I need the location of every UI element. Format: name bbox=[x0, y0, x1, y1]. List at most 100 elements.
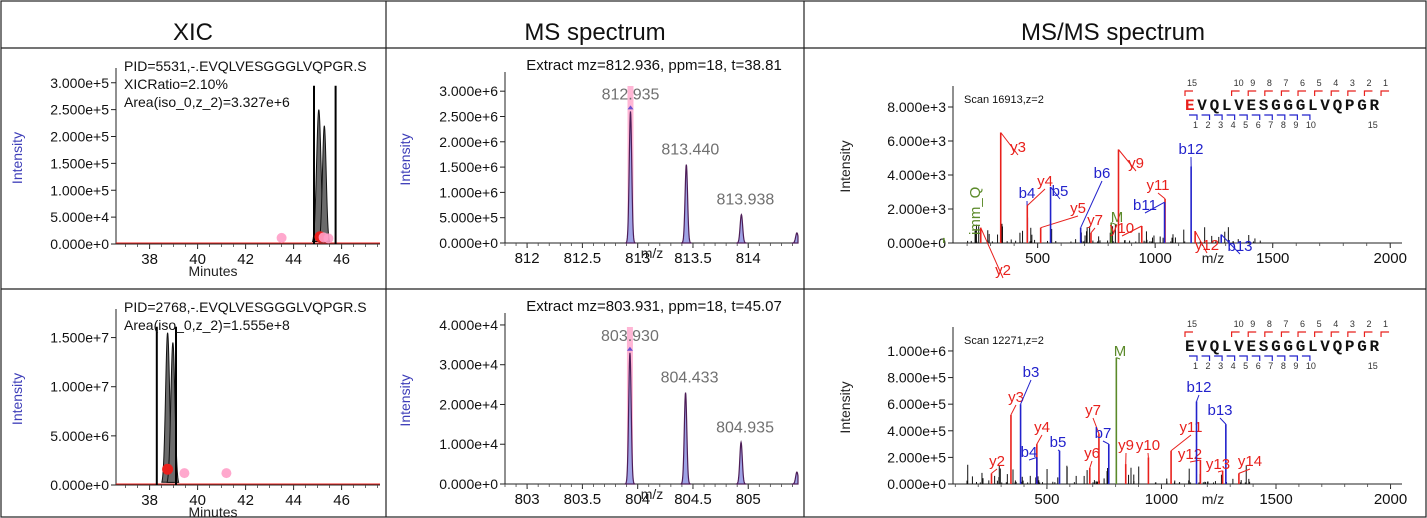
ladder-mark-bottom bbox=[1214, 355, 1223, 361]
xic-info-text: XICRatio=2.10% bbox=[124, 76, 228, 92]
peak-label: 804.433 bbox=[661, 370, 719, 387]
y-tick-label: 4.000e+5 bbox=[887, 423, 946, 439]
xic-info-text: PID=5531,-.EVQLVESGGGLVQPGR.S bbox=[124, 58, 367, 74]
ladder-number-bottom: 9 bbox=[1293, 361, 1298, 371]
ladder-number-bottom: 10 bbox=[1306, 361, 1316, 371]
ms-peak bbox=[735, 440, 747, 485]
sequence-residue: E bbox=[1185, 338, 1195, 356]
x-tick-label: 1000 bbox=[1145, 491, 1178, 508]
ion-label: y13 bbox=[1206, 456, 1230, 473]
ion-leader bbox=[1089, 460, 1093, 469]
x-axis-label: m/z bbox=[641, 486, 664, 502]
sequence-residue: G bbox=[1296, 97, 1306, 115]
ladder-mark-top bbox=[1231, 331, 1240, 337]
x-tick-label: 812.5 bbox=[564, 250, 602, 267]
ladder-number-top: 8 bbox=[1267, 78, 1272, 88]
sequence-residue: Q bbox=[1333, 97, 1343, 115]
x-tick-label: 2000 bbox=[1374, 491, 1407, 508]
y-tick-label: 0.000e+0 bbox=[50, 477, 109, 493]
ladder-number-bottom: 5 bbox=[1243, 361, 1248, 371]
ladder-mark-bottom bbox=[1201, 114, 1211, 120]
ladder-mark-top bbox=[1280, 331, 1290, 337]
sequence-residue: G bbox=[1283, 338, 1293, 356]
x-tick-label: 814 bbox=[736, 250, 761, 267]
ladder-mark-bottom bbox=[1301, 355, 1311, 361]
ms-peak bbox=[736, 213, 747, 244]
ion-label: b6 bbox=[1094, 165, 1111, 182]
sequence-residue: G bbox=[1271, 97, 1281, 115]
sequence-residue: Q bbox=[1210, 338, 1220, 356]
ion-label: y11 bbox=[1179, 419, 1202, 436]
xic-info-text: PID=2768,-.EVQLVESGGGLVQPGR.S bbox=[124, 299, 367, 315]
sequence-residue: V bbox=[1234, 97, 1244, 115]
ion-leader bbox=[1020, 379, 1032, 405]
x-tick-label: 804.5 bbox=[674, 491, 712, 508]
ion-leader bbox=[1220, 234, 1241, 255]
ladder-number-bottom: 8 bbox=[1281, 361, 1286, 371]
ladder-mark-top bbox=[1363, 331, 1373, 337]
sequence-residue: L bbox=[1308, 338, 1318, 356]
sequence-residue: V bbox=[1320, 97, 1330, 115]
ms-title: Extract mz=803.931, ppm=18, t=45.07 bbox=[526, 298, 782, 315]
y-tick-label: 1.000e+6 bbox=[439, 184, 498, 200]
ion-leader bbox=[1040, 215, 1079, 229]
ion-label: y4 bbox=[1034, 419, 1050, 436]
ion-label: b4 bbox=[1021, 444, 1038, 461]
y-tick-label: 0.000e+0 bbox=[887, 235, 946, 251]
y-tick-label: 0.000e+0 bbox=[50, 236, 109, 252]
x-tick-label: 500 bbox=[1025, 250, 1050, 267]
y-axis-label: Intensity bbox=[9, 132, 25, 184]
ladder-number-top: 4 bbox=[1333, 78, 1338, 88]
ms-panel-2: 0.000e+0 1.000e+4 2.000e+4 3.000e+4 4.000e+4… bbox=[397, 298, 799, 508]
ion-leader bbox=[1028, 456, 1038, 461]
ion-label: b7 bbox=[1095, 425, 1112, 442]
scan-label: Scan 16913,z=2 bbox=[964, 94, 1044, 106]
y-tick-label: 2.500e+6 bbox=[439, 108, 498, 124]
ladder-mark-top bbox=[1347, 331, 1356, 337]
y-tick-label: 3.000e+5 bbox=[50, 75, 109, 91]
ms-peak bbox=[625, 111, 636, 244]
x-axis-label: m/z bbox=[641, 245, 664, 261]
ladder-mark-bottom bbox=[1264, 114, 1273, 120]
x-tick-label: 38 bbox=[141, 251, 158, 268]
x-tick-label: 44 bbox=[285, 251, 302, 268]
peak-label: 803.930 bbox=[601, 328, 659, 345]
xic-point bbox=[221, 468, 232, 479]
ladder-mark-bottom bbox=[1251, 355, 1261, 361]
ms-peak bbox=[680, 392, 691, 485]
ion-label: y4 bbox=[1037, 173, 1053, 190]
ion-label: b11 bbox=[1133, 197, 1157, 214]
ladder-mark-top bbox=[1247, 90, 1257, 96]
ladder-number-top: 3 bbox=[1350, 78, 1355, 88]
ladder-mark-bottom bbox=[1189, 114, 1198, 120]
ion-label: y3 bbox=[1008, 389, 1024, 406]
ladder-mark-top bbox=[1231, 90, 1240, 96]
sequence-residue: L bbox=[1308, 97, 1318, 115]
ladder-mark-top bbox=[1380, 331, 1390, 337]
xic-point bbox=[162, 463, 174, 475]
header-xic: XIC bbox=[173, 19, 213, 46]
ion-label: y7 bbox=[1085, 402, 1101, 419]
ladder-number-bottom: 6 bbox=[1256, 361, 1261, 371]
ion-label: b13 bbox=[1227, 238, 1252, 255]
ion-label: M bbox=[1114, 343, 1127, 360]
x-tick-label: 500 bbox=[1034, 491, 1059, 508]
ladder-number-bottom: 2 bbox=[1206, 120, 1211, 130]
x-tick-label: 42 bbox=[237, 251, 254, 268]
sequence-residue: P bbox=[1345, 338, 1355, 356]
ion-leader bbox=[1217, 470, 1223, 473]
y-tick-label: 2.000e+4 bbox=[439, 396, 498, 412]
y-tick-label: 2.000e+3 bbox=[887, 201, 946, 217]
y-tick-label: 0.000e+0 bbox=[439, 476, 498, 492]
ladder-number-bottom: 1 bbox=[1193, 361, 1198, 371]
x-tick-label: 38 bbox=[141, 492, 158, 509]
ladder-number-top: 4 bbox=[1333, 319, 1338, 329]
x-axis-label: m/z bbox=[1202, 491, 1225, 507]
ladder-mark-bottom bbox=[1301, 114, 1311, 120]
highlight-marker bbox=[627, 105, 634, 110]
ladder-number-top: 1 bbox=[1383, 319, 1388, 329]
ladder-mark-top bbox=[1314, 90, 1323, 96]
ladder-number-top: 15 bbox=[1187, 319, 1197, 329]
ion-leader bbox=[1121, 225, 1142, 237]
x-tick-label: 812 bbox=[515, 250, 540, 267]
